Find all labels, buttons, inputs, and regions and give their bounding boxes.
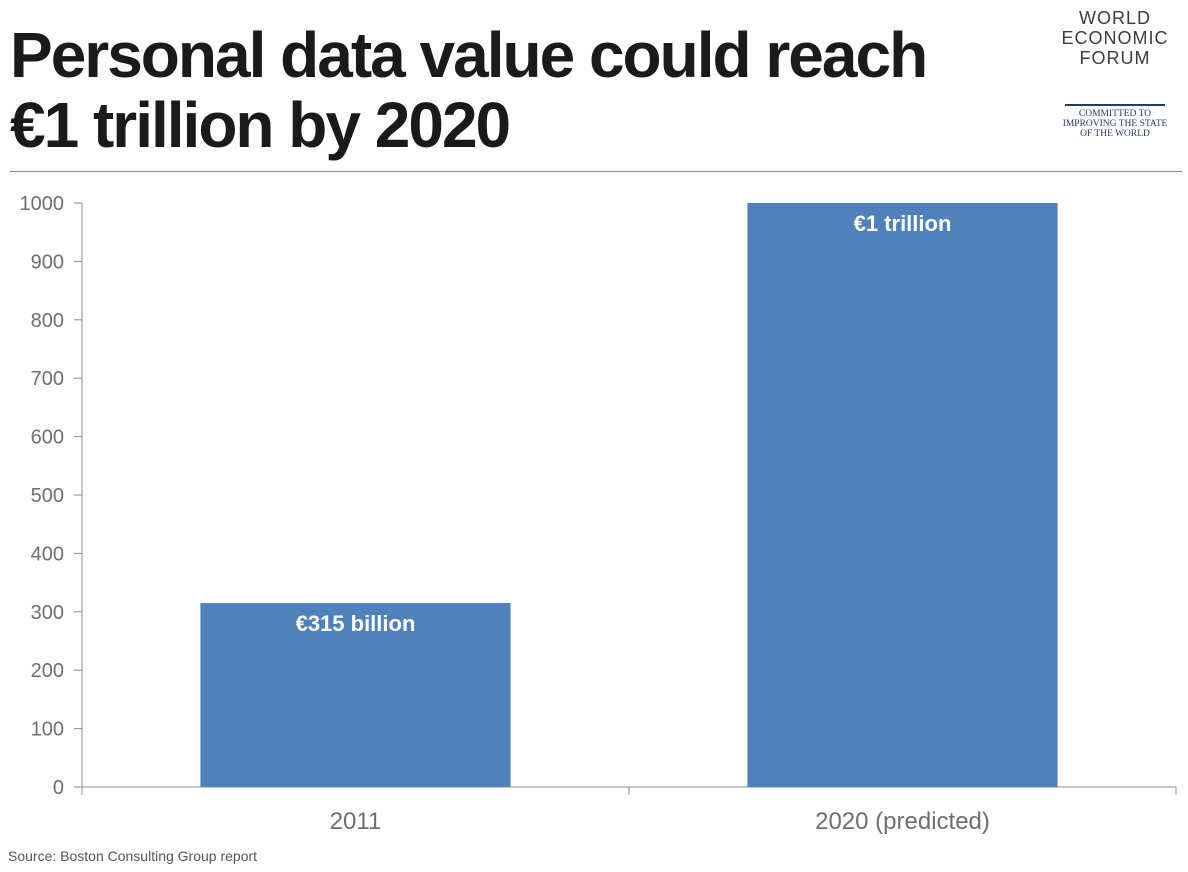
y-tick-label: 600 <box>31 427 64 449</box>
logo-name: WORLD ECONOMIC FORUM <box>1050 8 1180 68</box>
logo-tagline-line-2: IMPROVING THE STATE <box>1062 119 1168 129</box>
wef-logo: WORLD ECONOMIC FORUM COMMITTED TO IMPROV… <box>1050 8 1180 139</box>
y-tick-label: 400 <box>31 543 64 565</box>
y-tick-label: 100 <box>31 719 64 741</box>
y-tick-label: 700 <box>31 368 64 390</box>
logo-name-line-1: WORLD <box>1079 8 1151 28</box>
x-tick-label-1: 2020 (predicted) <box>815 808 990 835</box>
y-tick-label: 200 <box>31 660 64 682</box>
logo-tagline-line-1: COMMITTED TO <box>1078 109 1152 119</box>
source-note: Source: Boston Consulting Group report <box>8 848 258 864</box>
bar-1 <box>747 203 1058 787</box>
header-divider <box>10 171 1182 172</box>
y-tick-label: 900 <box>31 251 64 273</box>
x-tick-label-0: 2011 <box>330 808 382 835</box>
y-tick-label: 1000 <box>20 193 65 215</box>
logo-tagline: COMMITTED TO IMPROVING THE STATE OF THE … <box>1050 109 1180 139</box>
bar-0 <box>200 603 511 787</box>
title-line-2: €1 trillion by 2020 <box>10 89 511 161</box>
logo-divider <box>1065 104 1165 106</box>
logo-name-line-3: FORUM <box>1079 48 1151 68</box>
y-tick-label: 0 <box>53 777 64 799</box>
data-label-0: €315 billion <box>296 611 416 636</box>
y-tick-label: 500 <box>31 485 64 507</box>
title-line-1: Personal data value could reach <box>10 19 928 91</box>
logo-tagline-line-3: OF THE WORLD <box>1080 129 1150 139</box>
page-title: Personal data value could reach €1 trill… <box>10 20 1010 160</box>
y-tick-label: 300 <box>31 602 64 624</box>
y-tick-label: 800 <box>31 310 64 332</box>
data-label-1: €1 trillion <box>854 211 952 236</box>
logo-name-line-2: ECONOMIC <box>1061 28 1169 48</box>
